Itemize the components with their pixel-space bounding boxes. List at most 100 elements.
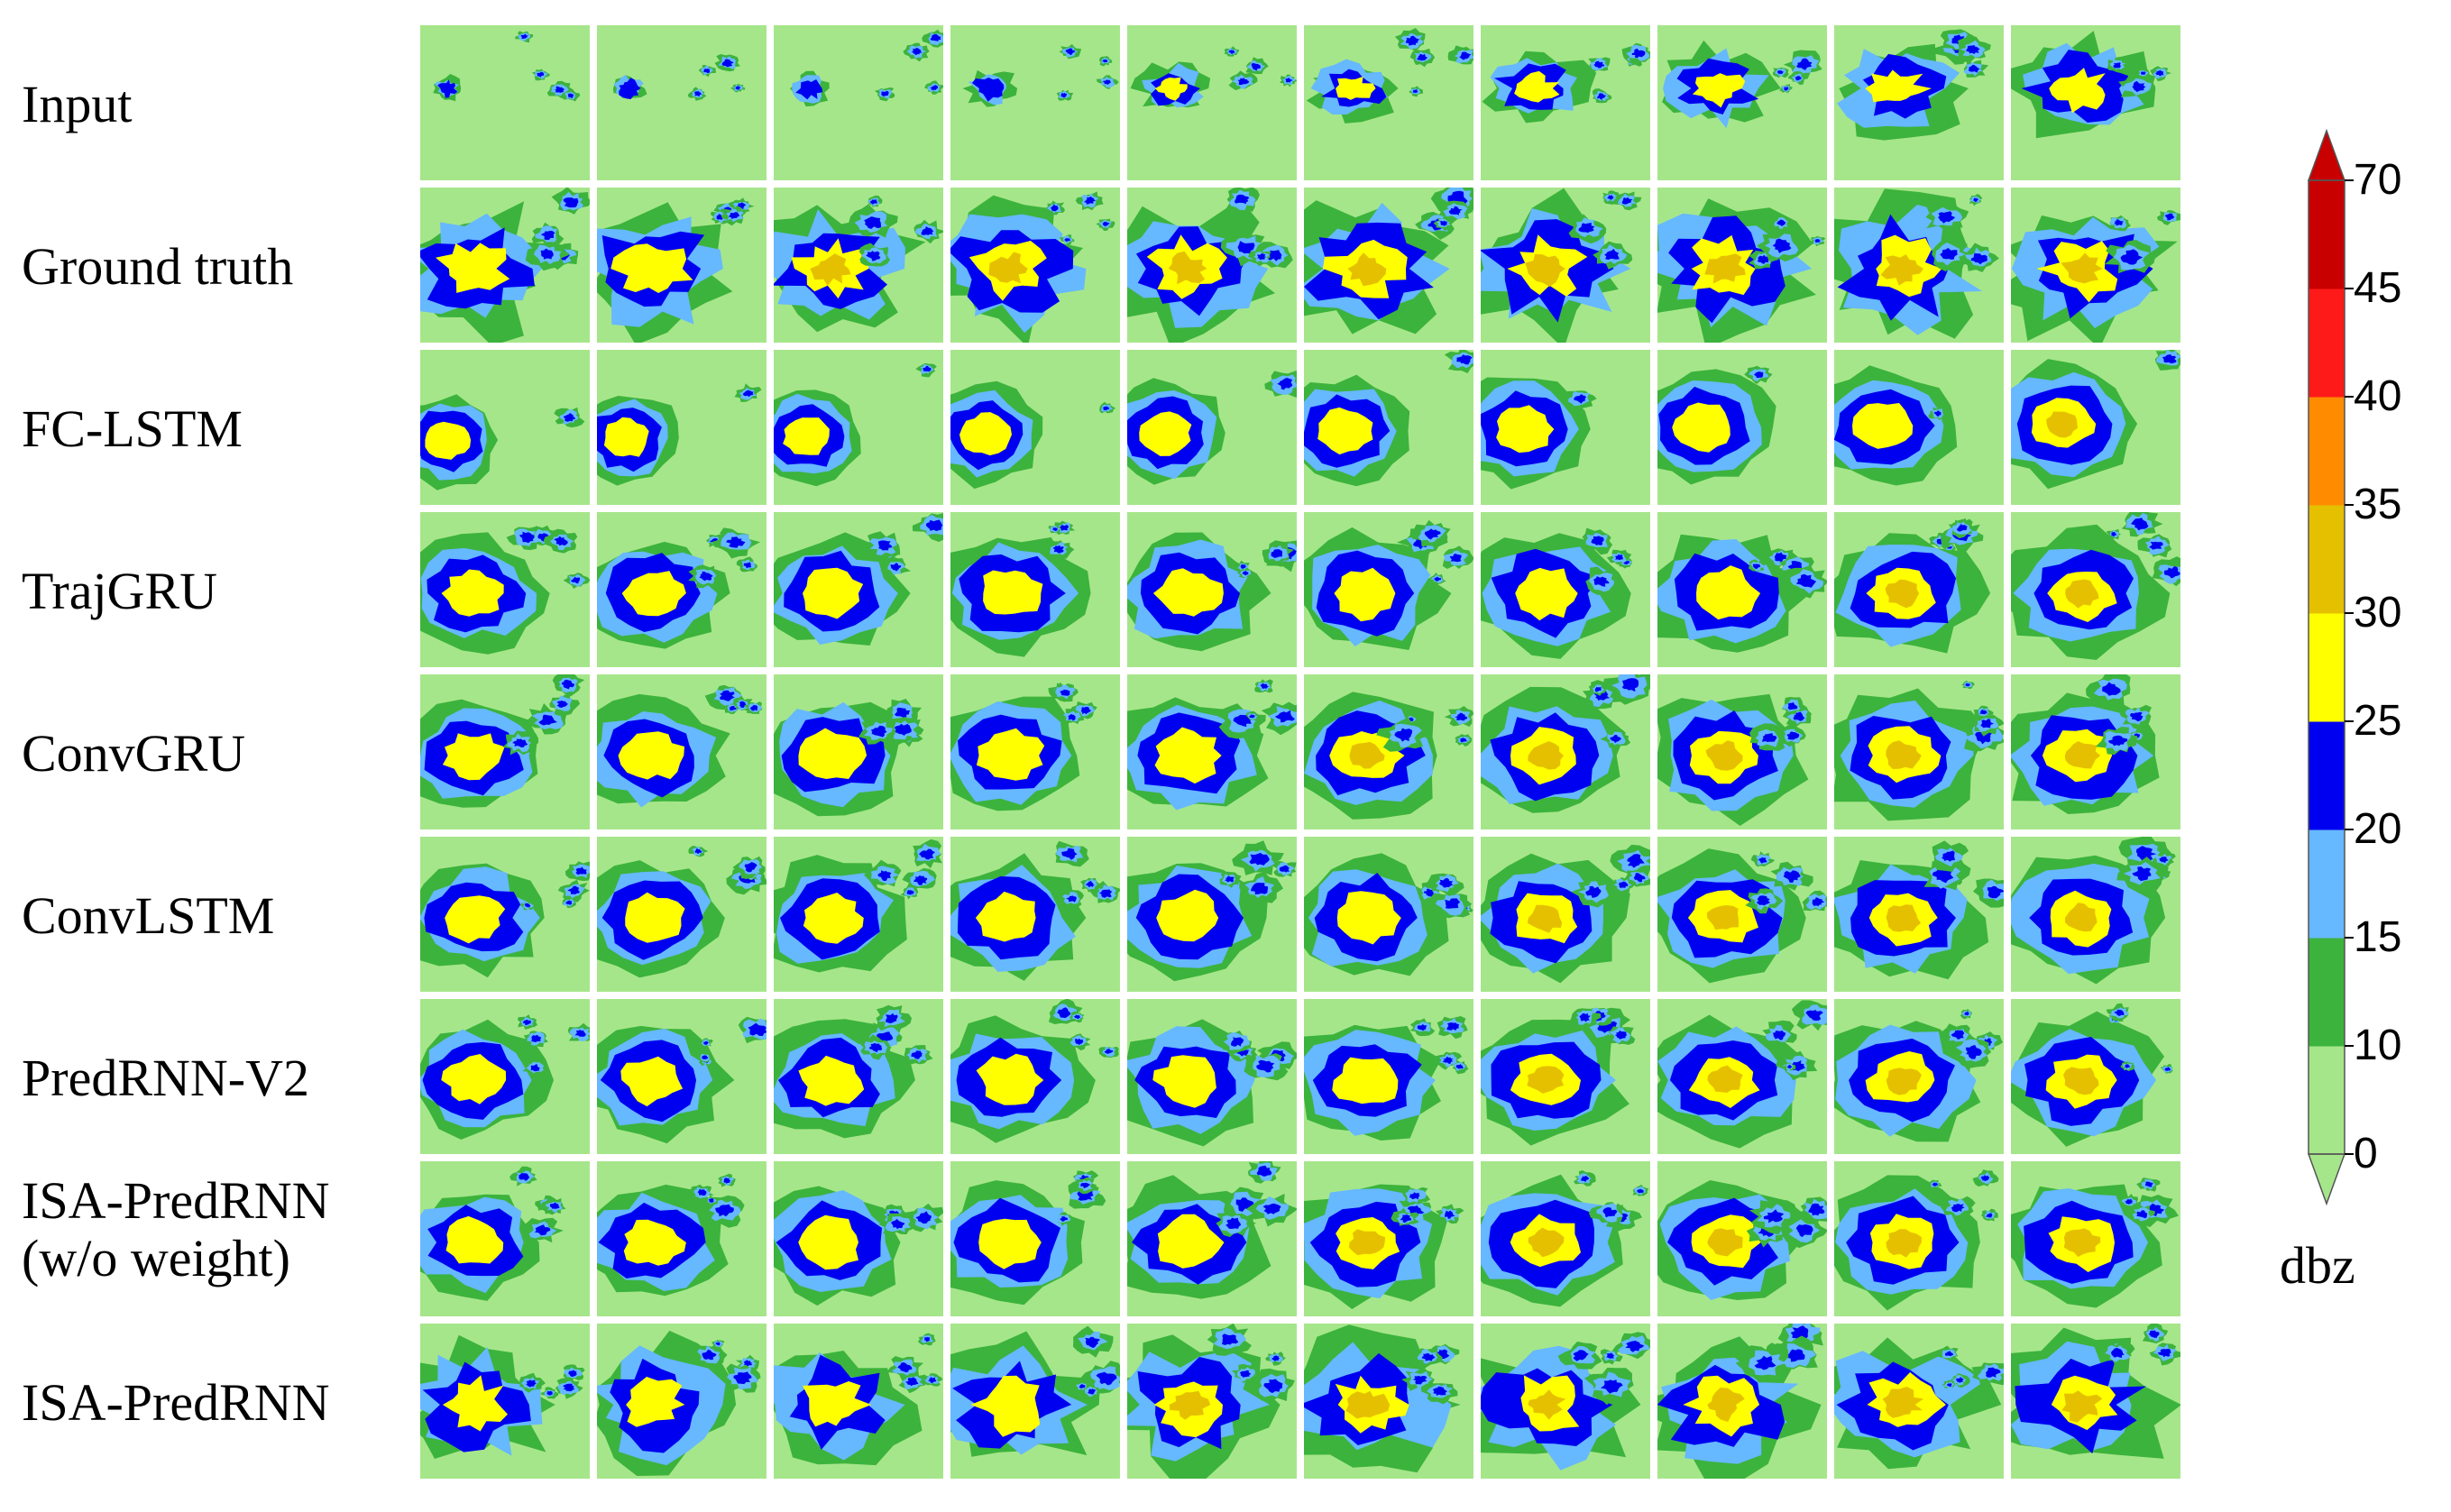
radar-tile [2011, 999, 2180, 1154]
radar-tile [950, 512, 1120, 667]
radar-tile [1657, 674, 1827, 829]
radar-tile [1834, 512, 2004, 667]
radar-tile [950, 999, 1120, 1154]
radar-tile [1657, 188, 1827, 343]
radar-tile [2011, 350, 2180, 505]
radar-tile [950, 674, 1120, 829]
radar-tile [2011, 674, 2180, 829]
radar-tile [2011, 837, 2180, 992]
radar-tile [1834, 1324, 2004, 1479]
colorbar-segment [2309, 397, 2345, 506]
radar-tile [1304, 1324, 1473, 1479]
colorbar-tick-label: 10 [2354, 1022, 2402, 1069]
row-label: FC-LSTM [22, 399, 243, 458]
radar-tile [420, 188, 590, 343]
radar-tile [2011, 512, 2180, 667]
radar-tile [597, 1161, 767, 1316]
radar-tile [1834, 674, 2004, 829]
colorbar-max-arrow [2307, 128, 2346, 181]
radar-tile [1481, 999, 1650, 1154]
radar-tile [1304, 1161, 1473, 1316]
radar-tile [1127, 350, 1297, 505]
colorbar-tick-label: 25 [2354, 697, 2402, 745]
radar-tile [1481, 512, 1650, 667]
radar-tile [1304, 512, 1473, 667]
radar-tile [420, 350, 590, 505]
radar-tile [774, 350, 943, 505]
radar-tile [1657, 512, 1827, 667]
radar-tile [420, 674, 590, 829]
radar-tile [1657, 350, 1827, 505]
radar-tile [1127, 512, 1297, 667]
radar-tile [1481, 350, 1650, 505]
radar-tile [774, 674, 943, 829]
radar-tile [1127, 999, 1297, 1154]
radar-tile [597, 512, 767, 667]
radar-tile [774, 999, 943, 1154]
colorbar-tick-label: 70 [2354, 156, 2402, 204]
radar-tile [420, 837, 590, 992]
colorbar-tick-label: 20 [2354, 805, 2402, 853]
radar-tile [420, 25, 590, 180]
radar-tile [597, 350, 767, 505]
radar-tile [950, 1324, 1120, 1479]
colorbar-tick-label: 15 [2354, 913, 2402, 961]
radar-tile [1304, 350, 1473, 505]
radar-tile [774, 1161, 943, 1316]
radar-tile [1304, 999, 1473, 1154]
radar-tile [1657, 837, 1827, 992]
colorbar-min-arrow [2307, 1153, 2346, 1206]
row-label: ISA-PredRNN (w/o weight) [22, 1171, 330, 1287]
radar-tile [1127, 188, 1297, 343]
radar-tile [1481, 25, 1650, 180]
colorbar-segment [2309, 1046, 2345, 1155]
radar-tile [597, 25, 767, 180]
radar-tile [1481, 837, 1650, 992]
radar-tile [1304, 188, 1473, 343]
radar-tile [597, 188, 767, 343]
colorbar-segment [2309, 721, 2345, 830]
radar-tile [1834, 188, 2004, 343]
radar-tile [420, 1324, 590, 1479]
radar-tile [774, 25, 943, 180]
colorbar [2307, 128, 2354, 1206]
colorbar-segment [2309, 180, 2345, 289]
row-label: ConvLSTM [22, 886, 275, 945]
radar-tile [597, 674, 767, 829]
radar-tile [1481, 1324, 1650, 1479]
row-label: PredRNN-V2 [22, 1049, 309, 1107]
colorbar-segment [2309, 613, 2345, 722]
radar-tile [1834, 837, 2004, 992]
colorbar-tick-label: 40 [2354, 372, 2402, 420]
radar-tile [1127, 25, 1297, 180]
radar-tile [1127, 1161, 1297, 1316]
radar-tile [2011, 1161, 2180, 1316]
radar-tile [774, 512, 943, 667]
radar-tile [1834, 350, 2004, 505]
radar-tile [774, 188, 943, 343]
radar-tile [1304, 674, 1473, 829]
radar-tile [1834, 25, 2004, 180]
row-label: Input [22, 75, 133, 133]
colorbar-tick-label: 35 [2354, 481, 2402, 528]
colorbar-unit: dbz [2280, 1236, 2355, 1295]
radar-tile [950, 837, 1120, 992]
radar-tile [950, 350, 1120, 505]
row-label: ISA-PredRNN [22, 1373, 330, 1432]
colorbar-tick-label: 30 [2354, 589, 2402, 637]
radar-tile [597, 837, 767, 992]
radar-tile [2011, 188, 2180, 343]
radar-tile [1127, 674, 1297, 829]
colorbar-segment [2309, 829, 2345, 939]
colorbar-outline [2308, 179, 2345, 1155]
radar-tile [774, 1324, 943, 1479]
radar-tile [950, 188, 1120, 343]
radar-tile [1481, 188, 1650, 343]
colorbar-segment [2309, 289, 2345, 398]
radar-tile [1657, 25, 1827, 180]
row-label: ConvGRU [22, 724, 246, 783]
radar-tile [1127, 837, 1297, 992]
radar-tile [1657, 1324, 1827, 1479]
colorbar-tick-label: 45 [2354, 264, 2402, 312]
radar-tile [1304, 25, 1473, 180]
